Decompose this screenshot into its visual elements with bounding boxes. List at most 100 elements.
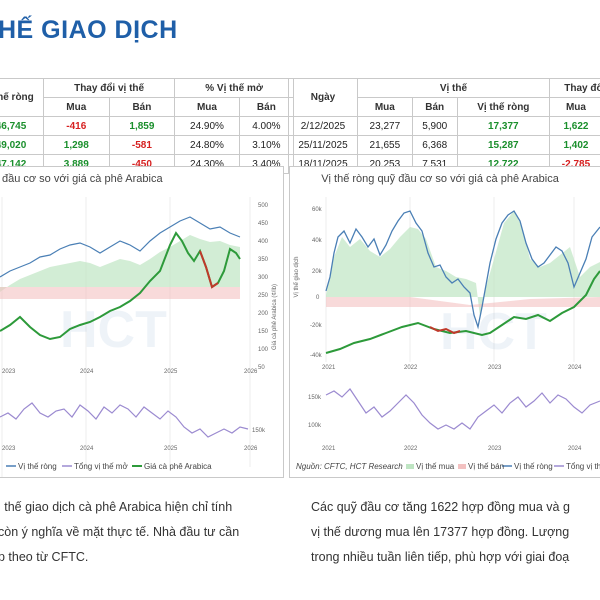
paragraph-left: ị thế giao dịch cà phê Arabica hiện chỉ … xyxy=(0,495,239,570)
left-tick: 0 xyxy=(316,295,320,301)
legend-price: Giá cà phê Arabica xyxy=(144,462,212,471)
x-tick: 2021 xyxy=(322,365,336,371)
left-tick: 60k xyxy=(312,207,323,213)
table-cell: 2/12/2025 xyxy=(288,116,358,136)
legend-oi: Tổng vị thế mở xyxy=(566,462,600,471)
legend-swatch-short xyxy=(458,464,466,469)
right-tick: 150 xyxy=(258,329,269,335)
chart-right-title: Vị thế ròng quỹ đầu cơ so với giá cà phê… xyxy=(321,173,559,185)
x-tick: 2022 xyxy=(404,365,418,371)
legend-long: Vị thế mua xyxy=(416,462,455,471)
table-cell: 49,020 xyxy=(0,135,44,155)
table-cell: 21,655 xyxy=(357,135,413,155)
source-note: Nguồn: CFTC, HCT Research xyxy=(296,462,403,471)
table-cell: 15,287 xyxy=(456,135,550,155)
x-tick: 2023 xyxy=(2,446,16,452)
page-title: HẾ GIAO DỊCH xyxy=(0,16,178,44)
positions-table-right: Ngày Vị thế Thay đổ Mua Bán Vị thế ròng … xyxy=(288,78,600,174)
paragraph-line: p theo từ CFTC. xyxy=(0,550,89,564)
x-tick: 2024 xyxy=(568,365,582,371)
chart-right-svg: HCT 60k 40k 20k 0 -20k -40k Vị thế giao … xyxy=(294,197,600,469)
x-tick: 2023 xyxy=(2,369,16,375)
table-cell: 5,900 xyxy=(411,116,458,136)
open-interest-pct-header: % Vị thế mở xyxy=(174,78,294,98)
chart-left-title: đầu cơ so với giá cà phê Arabica xyxy=(2,173,163,185)
left-tick: -20k xyxy=(310,323,323,329)
x-tick: 2026 xyxy=(244,369,258,375)
legend-net: Vị thế ròng xyxy=(18,462,57,471)
subheader: Mua xyxy=(357,97,413,117)
paragraph-line: vị thế dương mua lên 17377 hợp đồng. Lượ… xyxy=(311,525,570,539)
x-tick: 2024 xyxy=(80,369,94,375)
table-cell: 1,859 xyxy=(108,116,176,136)
right-tick: 300 xyxy=(258,275,269,281)
paragraph-right: Các quỹ đầu cơ tăng 1622 hợp đồng mua và… xyxy=(311,495,570,570)
net-position-line xyxy=(325,210,600,330)
x-tick: 2021 xyxy=(322,446,336,452)
chart-right: Vị thế ròng quỹ đầu cơ so với giá cà phê… xyxy=(289,166,600,478)
table-cell: 23,277 xyxy=(357,116,413,136)
net-long-area xyxy=(0,235,240,292)
legend-swatch-long xyxy=(406,464,414,469)
change-header: Thay đổi vị thế xyxy=(42,78,176,98)
table-cell: 1,298 xyxy=(43,135,110,155)
table-cell: 4.00% xyxy=(238,116,295,136)
legend-net: Vị thế ròng xyxy=(514,462,553,471)
right-tick: 350 xyxy=(258,257,269,263)
subheader: Bán xyxy=(411,97,458,117)
subheader: Bán xyxy=(238,97,295,117)
price-down-segment xyxy=(199,250,219,289)
lower-tick: 100k xyxy=(308,423,322,429)
left-tick: 40k xyxy=(312,238,323,244)
subheader: Bán xyxy=(108,97,176,117)
x-tick: 2023 xyxy=(488,365,502,371)
right-tick: 500 xyxy=(258,203,269,209)
subheader: Mua xyxy=(43,97,110,117)
price-down-segment xyxy=(429,326,461,335)
paragraph-line: ị thế giao dịch cà phê Arabica hiện chỉ … xyxy=(0,500,233,514)
change-header: Thay đổ xyxy=(548,78,600,98)
left-tick: -40k xyxy=(310,353,323,359)
paragraph-line: Các quỹ đầu cơ tăng 1622 hợp đồng mua và… xyxy=(311,500,570,514)
position-header: Vị thế xyxy=(357,78,550,98)
subheader: Mua xyxy=(548,97,600,117)
x-tick: 2025 xyxy=(164,446,178,452)
table-cell: 3.10% xyxy=(238,135,295,155)
table-cell: -416 xyxy=(43,116,110,136)
table-cell: 17,377 xyxy=(456,116,550,136)
left-axis-label: Vị thế giao dịch xyxy=(294,256,300,297)
positions-table-left: ị thế ròng Thay đổi vị thế % Vị thế mở M… xyxy=(0,78,295,174)
table-row: 2/12/2025 23,277 5,900 17,377 1,622 xyxy=(288,116,600,136)
open-interest-line xyxy=(0,402,249,438)
table-cell: 1,622 xyxy=(548,116,600,136)
lower-tick: 150k xyxy=(308,395,322,401)
net-short-area xyxy=(0,287,240,299)
legend-short: Vị thế bán xyxy=(468,462,505,471)
right-tick: 50 xyxy=(258,365,265,371)
table-cell: 24.80% xyxy=(174,135,240,155)
table-cell: 46,745 xyxy=(0,116,44,136)
x-tick: 2024 xyxy=(568,446,582,452)
x-tick: 2023 xyxy=(488,446,502,452)
x-tick: 2025 xyxy=(164,369,178,375)
table-cell: 1,402 xyxy=(548,135,600,155)
paragraph-line: trong nhiều tuần liên tiếp, phù hợp với … xyxy=(311,550,570,564)
left-tick: 20k xyxy=(312,269,323,275)
right-tick: 200 xyxy=(258,311,269,317)
watermark: HCT xyxy=(60,301,167,359)
x-tick: 2026 xyxy=(244,446,258,452)
net-position-line xyxy=(0,216,241,278)
x-tick: 2024 xyxy=(80,446,94,452)
right-axis-label: Giá cà phê Arabica (¢/lb) xyxy=(272,284,278,350)
right-tick: 250 xyxy=(258,293,269,299)
right-tick: 400 xyxy=(258,239,269,245)
paragraph-line: còn ý nghĩa về mặt thực tế. Nhà đầu tư c… xyxy=(0,525,240,539)
table-cell: 6,368 xyxy=(411,135,458,155)
table-row: 46,745 -416 1,859 24.90% 4.00% xyxy=(0,116,295,136)
table-cell: 25/11/2025 xyxy=(288,135,358,155)
price-line xyxy=(325,270,600,354)
lower-tick: 150k xyxy=(252,428,266,434)
table-cell: -581 xyxy=(108,135,176,155)
open-interest-line xyxy=(325,388,600,430)
subheader: Vị thế ròng xyxy=(456,97,550,117)
